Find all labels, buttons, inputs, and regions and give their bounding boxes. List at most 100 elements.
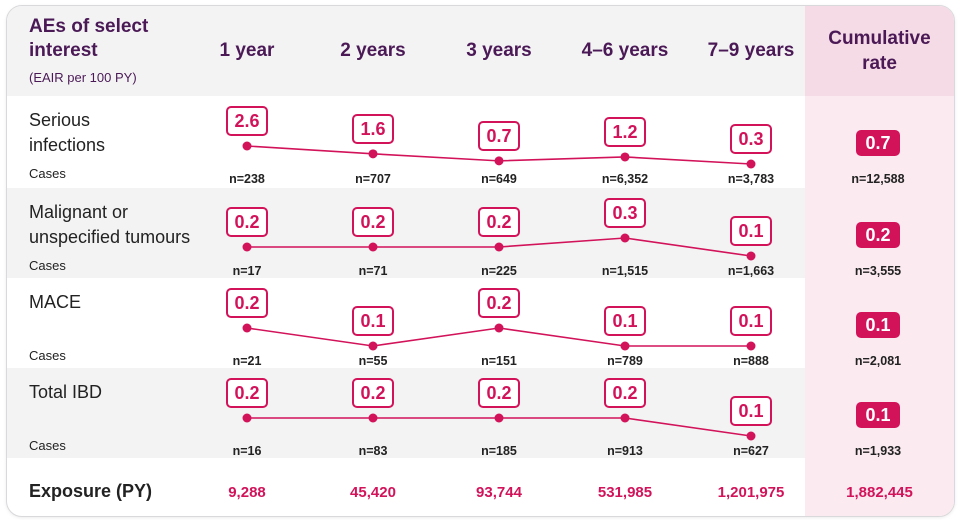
header-band (7, 6, 954, 96)
data-label: 0.2 (478, 378, 520, 408)
row-label-line: Malignant or (29, 202, 129, 222)
cases-label: Cases (29, 438, 66, 453)
case-count: n=16 (232, 444, 262, 458)
data-label: 0.7 (478, 120, 520, 151)
data-label: 0.1 (730, 396, 772, 426)
data-point (620, 413, 630, 423)
data-point (368, 149, 378, 159)
row-label-line: MACE (29, 292, 82, 312)
row-label: Serious infections (29, 108, 105, 158)
ae-table-card: AEs of select interest (EAIR per 100 PY)… (6, 5, 955, 517)
data-label: 1.6 (352, 113, 394, 144)
exposure-value-1: 9,288 (228, 484, 266, 501)
case-count: n=83 (358, 444, 388, 458)
cases-label: Cases (29, 258, 66, 273)
data-point (368, 341, 378, 351)
case-count: n=707 (355, 172, 391, 186)
data-label: 0.2 (226, 378, 268, 408)
cumulative-header-line-1: Cumulative (828, 28, 931, 49)
row-label: Malignant or unspecified tumours (29, 200, 190, 250)
data-point (494, 242, 504, 252)
data-point (746, 431, 756, 441)
data-point (242, 323, 252, 333)
case-count: n=3,783 (727, 172, 775, 186)
data-label: 0.2 (604, 378, 646, 408)
cases-label: Cases (29, 348, 66, 363)
case-count: n=1,515 (601, 264, 649, 278)
cumulative-case-count: n=12,588 (851, 172, 905, 186)
cumulative-header-bg (805, 6, 954, 96)
data-point (242, 242, 252, 252)
case-count: n=627 (733, 444, 769, 458)
data-point (368, 242, 378, 252)
data-label: 0.2 (352, 378, 394, 408)
cases-label: Cases (29, 166, 66, 181)
data-label: 0.3 (604, 198, 646, 228)
case-count: n=55 (358, 354, 388, 368)
case-count: n=1,663 (727, 264, 775, 278)
row-label-line: unspecified tumours (29, 227, 191, 247)
row-label-line: Serious (29, 110, 91, 130)
data-point (620, 341, 630, 351)
data-point (494, 156, 504, 166)
data-label: 0.1 (352, 306, 394, 336)
case-count: n=649 (481, 172, 517, 186)
cumulative-rate-badge: 0.1 (856, 402, 900, 428)
data-point (620, 152, 630, 162)
data-point (746, 159, 756, 169)
data-point (746, 251, 756, 261)
trend-lines (242, 141, 756, 441)
column-header-3: 3 years (466, 40, 532, 61)
data-point (242, 141, 252, 151)
data-label: 0.2 (226, 207, 268, 237)
data-point (242, 413, 252, 423)
cumulative-case-count: n=1,933 (854, 444, 902, 458)
case-count: n=225 (481, 264, 517, 278)
data-point (746, 341, 756, 351)
exposure-cumulative: 1,882,445 (846, 484, 913, 501)
data-label: 0.2 (352, 207, 394, 237)
case-count: n=888 (733, 354, 769, 368)
data-label: 0.1 (730, 216, 772, 246)
data-label: 1.2 (604, 116, 646, 147)
data-point (620, 233, 630, 243)
cumulative-case-count: n=2,081 (854, 354, 902, 368)
data-label: 0.1 (604, 306, 646, 336)
data-label: 0.3 (730, 124, 772, 154)
case-count: n=238 (229, 172, 265, 186)
cumulative-rate-badge: 0.7 (856, 130, 900, 156)
case-count: n=913 (607, 444, 643, 458)
case-count: n=21 (232, 354, 262, 368)
cumulative-header: Cumulative rate (805, 26, 954, 76)
column-header-1: 1 year (219, 40, 275, 61)
case-count: n=789 (607, 354, 643, 368)
column-header-4: 4–6 years (581, 40, 669, 61)
cumulative-rate-badge: 0.2 (856, 222, 900, 248)
cumulative-header-line-2: rate (862, 53, 897, 74)
data-point (368, 413, 378, 423)
title-line-2: interest (29, 40, 98, 61)
column-header-5: 7–9 years (707, 40, 795, 61)
cumulative-case-count: n=3,555 (854, 264, 902, 278)
data-point (494, 323, 504, 333)
data-label: 0.2 (226, 288, 268, 318)
exposure-value-3: 93,744 (476, 484, 522, 501)
column-header-2: 2 years (340, 40, 406, 61)
row-label-line: infections (29, 135, 106, 155)
exposure-value-5: 1,201,975 (717, 484, 785, 501)
cumulative-rate-badge: 0.1 (856, 312, 900, 338)
table-title: AEs of select interest (29, 15, 148, 63)
exposure-label: Exposure (PY) (29, 481, 153, 501)
title-line-1: AEs of select (29, 16, 149, 37)
exposure-value-4: 531,985 (597, 484, 653, 501)
case-count: n=6,352 (601, 172, 649, 186)
table-subtitle: (EAIR per 100 PY) (29, 70, 137, 85)
data-label: 2.6 (226, 106, 268, 136)
row-label: MACE (29, 290, 81, 315)
case-count: n=185 (481, 444, 517, 458)
case-count: n=151 (481, 354, 517, 368)
row-label-line: Total IBD (29, 382, 103, 402)
data-label: 0.2 (478, 207, 520, 237)
data-label: 0.1 (730, 306, 772, 336)
case-count: n=71 (358, 264, 388, 278)
